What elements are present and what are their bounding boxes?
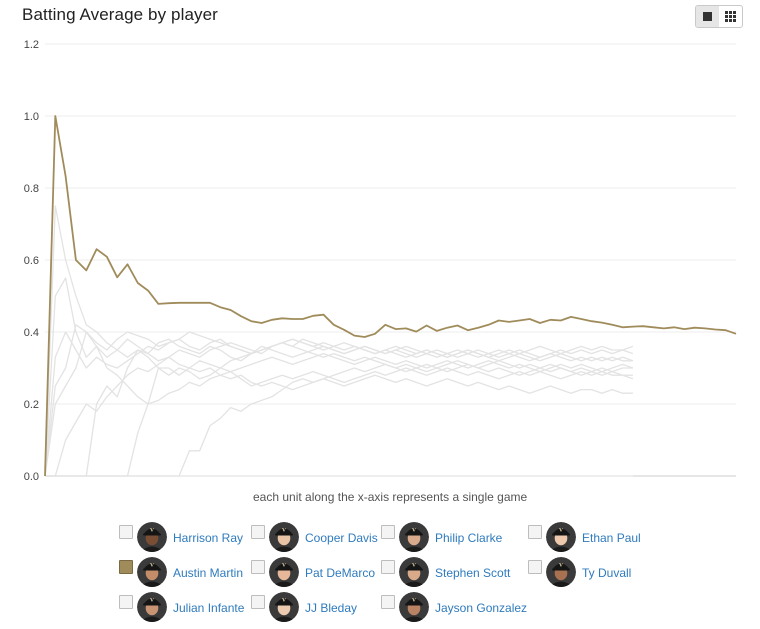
svg-text:V: V — [149, 598, 154, 604]
legend-player-name[interactable]: Jayson Gonzalez — [435, 601, 528, 615]
chart-title: Batting Average by player — [22, 5, 218, 24]
single-chart-icon — [703, 12, 712, 21]
series-line-pat-demarco — [44, 331, 634, 477]
series-line-austin-martin — [44, 115, 737, 477]
y-tick-label: 0.6 — [24, 255, 39, 267]
y-tick-label: 0.8 — [24, 183, 39, 195]
view-toggle[interactable] — [695, 5, 743, 28]
player-avatar-icon: V — [399, 592, 429, 622]
legend-checkbox[interactable] — [251, 525, 265, 539]
svg-text:V: V — [281, 563, 286, 569]
svg-text:V: V — [411, 563, 416, 569]
player-avatar-icon: V — [399, 522, 429, 552]
chart-series — [44, 115, 737, 477]
x-axis-label: each unit along the x-axis represents a … — [253, 490, 528, 504]
series-line-ethan-paul — [44, 205, 633, 477]
legend-checkbox[interactable] — [119, 525, 133, 539]
series-line-stephen-scott — [45, 338, 633, 477]
svg-text:V: V — [411, 598, 416, 604]
player-avatar-icon: V — [137, 592, 167, 622]
player-avatar-icon: V — [269, 522, 299, 552]
batting-average-chart: 0.0 0.2 0.4 0.6 0.8 1.0 1.2 — [24, 39, 737, 483]
player-avatar-icon: V — [137, 522, 167, 552]
legend-checkbox[interactable] — [528, 525, 542, 539]
y-tick-label: 1.2 — [24, 39, 39, 51]
legend-player-name[interactable]: Ethan Paul — [582, 531, 641, 545]
svg-text:V: V — [558, 528, 563, 534]
grid-view-button[interactable] — [719, 6, 742, 27]
legend-checkbox[interactable] — [528, 560, 542, 574]
player-avatar-icon: V — [269, 592, 299, 622]
single-chart-button[interactable] — [696, 6, 719, 27]
y-tick-label: 0.0 — [24, 471, 39, 483]
series-line-julian-infante — [45, 360, 633, 477]
legend-player-name[interactable]: Philip Clarke — [435, 531, 503, 545]
legend-player-name[interactable]: Stephen Scott — [435, 566, 511, 580]
svg-text:V: V — [149, 563, 154, 569]
svg-text:V: V — [281, 528, 286, 534]
legend-player-name[interactable]: Ty Duvall — [582, 566, 632, 580]
legend-player-name[interactable]: Cooper Davis — [305, 531, 378, 545]
legend-player-name[interactable]: Harrison Ray — [173, 531, 244, 545]
series-line-cooper-davis — [44, 277, 634, 477]
series-line-jayson-gonzalez — [45, 349, 633, 477]
y-axis-ticks: 0.0 0.2 0.4 0.6 0.8 1.0 1.2 — [24, 39, 39, 483]
player-avatar-icon: V — [546, 522, 576, 552]
legend-player-name[interactable]: JJ Bleday — [305, 601, 358, 615]
svg-text:V: V — [149, 528, 154, 534]
y-tick-label: 1.0 — [24, 111, 39, 123]
legend-player-name[interactable]: Julian Infante — [173, 601, 245, 615]
player-avatar-icon: V — [269, 557, 299, 587]
y-tick-label: 0.2 — [24, 399, 39, 411]
legend-checkbox[interactable] — [251, 595, 265, 609]
y-tick-label: 0.4 — [24, 327, 39, 339]
svg-text:V: V — [411, 528, 416, 534]
grid-view-icon — [725, 11, 736, 22]
legend-checkbox[interactable] — [251, 560, 265, 574]
legend-player-name[interactable]: Austin Martin — [173, 566, 244, 580]
legend-checkbox[interactable] — [119, 595, 133, 609]
series-line-jj-bleday — [44, 324, 634, 477]
svg-text:V: V — [281, 598, 286, 604]
legend-checkbox[interactable] — [119, 560, 133, 574]
legend-player-name[interactable]: Pat DeMarco — [305, 566, 376, 580]
player-avatar-icon: V — [399, 557, 429, 587]
svg-text:V: V — [558, 563, 563, 569]
player-avatar-icon: V — [137, 557, 167, 587]
legend-checkbox[interactable] — [381, 560, 395, 574]
legend-checkbox[interactable] — [381, 595, 395, 609]
chart-grid — [45, 43, 736, 477]
player-avatar-icon: V — [546, 557, 576, 587]
legend-checkbox[interactable] — [381, 525, 395, 539]
